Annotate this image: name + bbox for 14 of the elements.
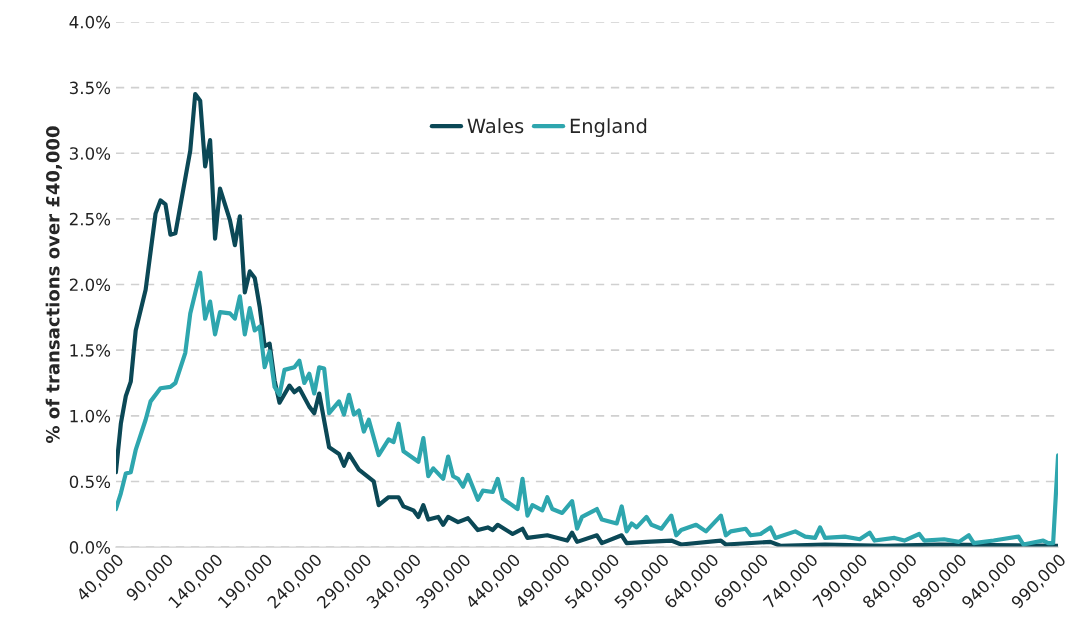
y-tick-label: 1.0% xyxy=(70,409,111,423)
line-series xyxy=(115,270,1059,547)
y-tick-label: 2.0% xyxy=(69,278,111,292)
y-tick-label: 1.5% xyxy=(70,344,111,357)
y-tick-label: 0.5% xyxy=(69,475,111,489)
legend-label: England xyxy=(570,118,647,138)
y-axis-title: % of transactions over £40,000 xyxy=(45,126,62,443)
legend-label: Wales xyxy=(467,118,524,134)
y-tick-label: 4.0% xyxy=(69,15,111,29)
line-series xyxy=(115,92,1059,548)
y-tick-label: 2.5% xyxy=(69,212,111,226)
y-tick-label: 3.5% xyxy=(69,81,111,95)
y-tick-label: 3.0% xyxy=(69,147,111,160)
y-tick-label: 0.0% xyxy=(69,541,111,554)
